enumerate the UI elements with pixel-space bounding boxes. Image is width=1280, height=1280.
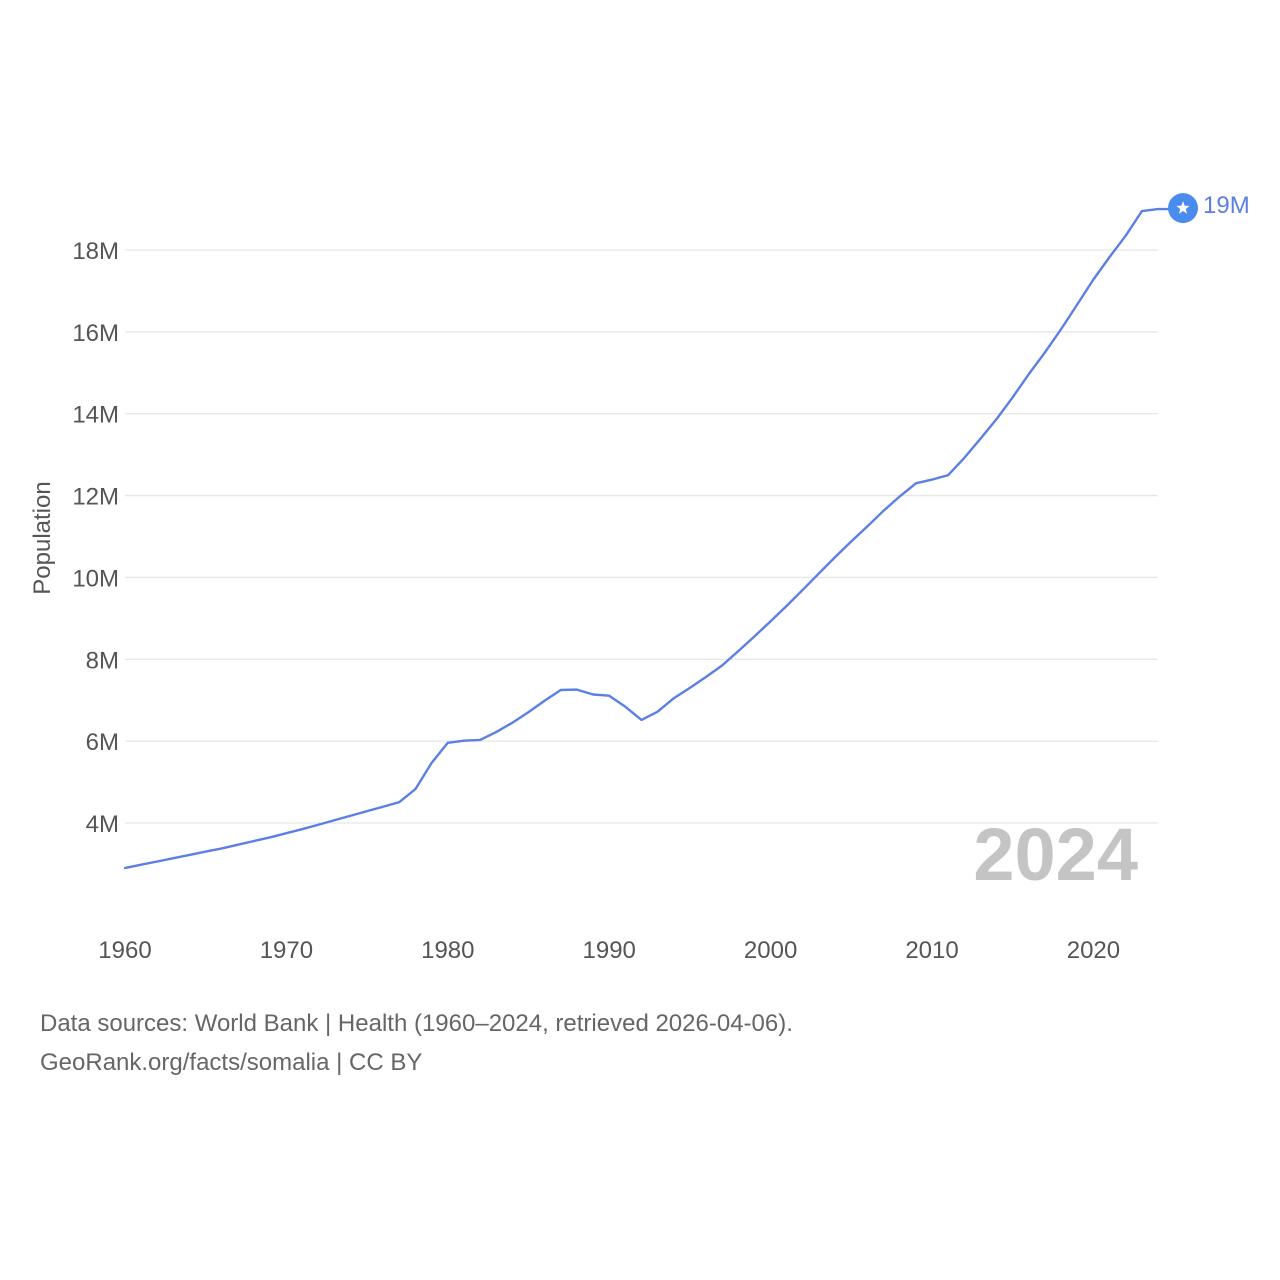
y-tick-label: 12M: [72, 484, 119, 511]
end-value-label: 19M: [1203, 192, 1250, 219]
end-marker: 19M: [1158, 192, 1250, 224]
y-tick-label: 10M: [72, 565, 119, 592]
y-tick-label: 4M: [86, 811, 119, 838]
source-line-1: Data sources: World Bank | Health (1960–…: [40, 1010, 793, 1037]
x-tick-label: 1960: [98, 937, 151, 964]
x-tick-label: 2020: [1067, 937, 1120, 964]
y-tick-label: 18M: [72, 238, 119, 265]
y-tick-label: 14M: [72, 402, 119, 429]
x-tick-label: 1970: [260, 937, 313, 964]
source-line-2: GeoRank.org/facts/somalia | CC BY: [40, 1049, 423, 1076]
y-tick-label: 16M: [72, 320, 119, 347]
x-tick-label: 1990: [583, 937, 636, 964]
source-note: Data sources: World Bank | Health (1960–…: [40, 1004, 793, 1082]
y-tick-label: 8M: [86, 647, 119, 674]
series-line: [123, 207, 1160, 870]
star-flag-icon: [1176, 201, 1190, 214]
series-group: [123, 207, 1160, 870]
grid-lines: [125, 249, 1158, 824]
y-axis-label: Population: [29, 481, 56, 594]
x-axis-ticks: 1960 1970 1980 1990 2000 2010 2020: [98, 937, 1120, 964]
year-display: 2024: [973, 813, 1138, 896]
x-tick-label: 1980: [421, 937, 474, 964]
y-axis-ticks: 4M 6M 8M 10M 12M 14M 16M 18M: [72, 238, 119, 838]
y-tick-label: 6M: [86, 729, 119, 756]
x-tick-label: 2010: [905, 937, 958, 964]
x-tick-label: 2000: [744, 937, 797, 964]
